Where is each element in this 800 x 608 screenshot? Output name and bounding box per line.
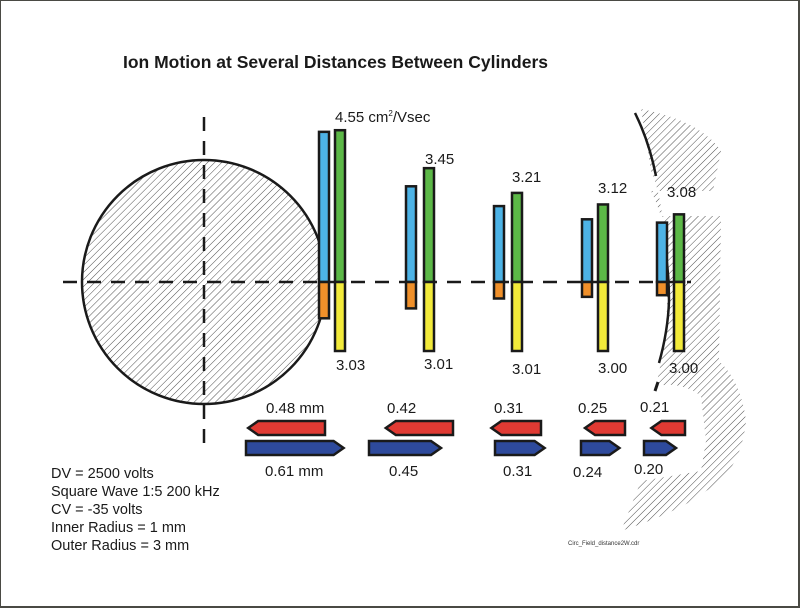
- right-motion-label-3: 0.31: [503, 463, 533, 480]
- right-motion-label-5: 0.20: [634, 461, 664, 478]
- blue-bar: [317, 130, 331, 284]
- parameter-inner-radius: Inner Radius = 1 mm: [51, 520, 186, 536]
- motion-arrows: [244, 419, 687, 457]
- orange-bar: [317, 280, 331, 320]
- diagram-title: Ion Motion at Several Distances Between …: [123, 52, 548, 72]
- left-motion-label-2: 0.42: [387, 400, 417, 417]
- blue-bar: [655, 221, 669, 284]
- mobility-label-top-5: 3.08: [667, 184, 697, 201]
- right-motion-arrow: [642, 439, 679, 457]
- green-bar: [672, 213, 686, 284]
- green-bar: [596, 203, 610, 284]
- right-motion-label-2: 0.45: [389, 463, 419, 480]
- outer-cylinder-wall-tick: [653, 381, 660, 392]
- yellow-bar: [596, 280, 610, 353]
- left-motion-arrow: [582, 419, 627, 437]
- left-motion-label-4: 0.25: [578, 400, 608, 417]
- blue-bar: [492, 204, 506, 284]
- blue-bar: [404, 185, 418, 284]
- left-motion-label-1: 0.48 mm: [266, 400, 325, 417]
- mobility-label-top-1: 4.55 cm2/Vsec: [335, 109, 430, 126]
- outer-cylinder-wall: [633, 112, 658, 177]
- right-motion-arrow: [367, 439, 444, 457]
- parameter-cv: CV = -35 volts: [51, 502, 143, 518]
- source-filename: Circ_Field_distance2W.cdr: [568, 541, 640, 547]
- left-motion-arrow: [246, 419, 327, 437]
- mobility-unit: cm: [364, 109, 389, 126]
- mobility-label-bottom-5: 3.00: [669, 360, 699, 377]
- right-motion-label-4: 0.24: [573, 464, 603, 481]
- yellow-bar: [333, 280, 347, 353]
- mobility-value: 4.55: [335, 109, 365, 126]
- yellow-bar: [672, 280, 686, 353]
- mobility-unit-sup: 2: [388, 109, 393, 118]
- left-motion-label-3: 0.31: [494, 400, 524, 417]
- mobility-label-top-4: 3.12: [598, 180, 628, 197]
- yellow-bar: [510, 280, 524, 353]
- parameter-outer-radius: Outer Radius = 3 mm: [51, 538, 190, 554]
- right-motion-arrow: [244, 439, 346, 457]
- right-motion-arrow: [579, 439, 622, 457]
- parameter-waveform: Square Wave 1:5 200 kHz: [51, 484, 220, 500]
- mobility-unit-tail: /Vsec: [392, 109, 431, 126]
- right-motion-arrow: [493, 439, 547, 457]
- mobility-label-bottom-1: 3.03: [336, 357, 366, 374]
- left-motion-label-5: 0.21: [640, 399, 670, 416]
- green-bar: [510, 191, 524, 284]
- parameter-dv: DV = 2500 volts: [51, 466, 154, 482]
- orange-bar: [580, 280, 594, 299]
- mobility-label-top-2: 3.45: [425, 151, 455, 168]
- orange-bar: [655, 280, 669, 297]
- blue-bar: [580, 218, 594, 284]
- yellow-bar: [422, 280, 436, 353]
- left-motion-arrow: [649, 419, 687, 437]
- parameters-list: DV = 2500 volts Square Wave 1:5 200 kHz …: [51, 465, 220, 555]
- left-motion-arrow: [489, 419, 543, 437]
- orange-bar: [492, 280, 506, 300]
- mobility-label-bottom-4: 3.00: [598, 360, 628, 377]
- right-motion-label-1: 0.61 mm: [265, 463, 324, 480]
- mobility-label-bottom-3: 3.01: [512, 361, 542, 378]
- green-bar: [333, 128, 347, 284]
- mobility-label-bottom-2: 3.01: [424, 356, 454, 373]
- green-bar: [422, 166, 436, 284]
- left-motion-arrow: [383, 419, 455, 437]
- mobility-bars: [317, 128, 686, 353]
- mobility-label-top-3: 3.21: [512, 169, 542, 186]
- orange-bar: [404, 280, 418, 310]
